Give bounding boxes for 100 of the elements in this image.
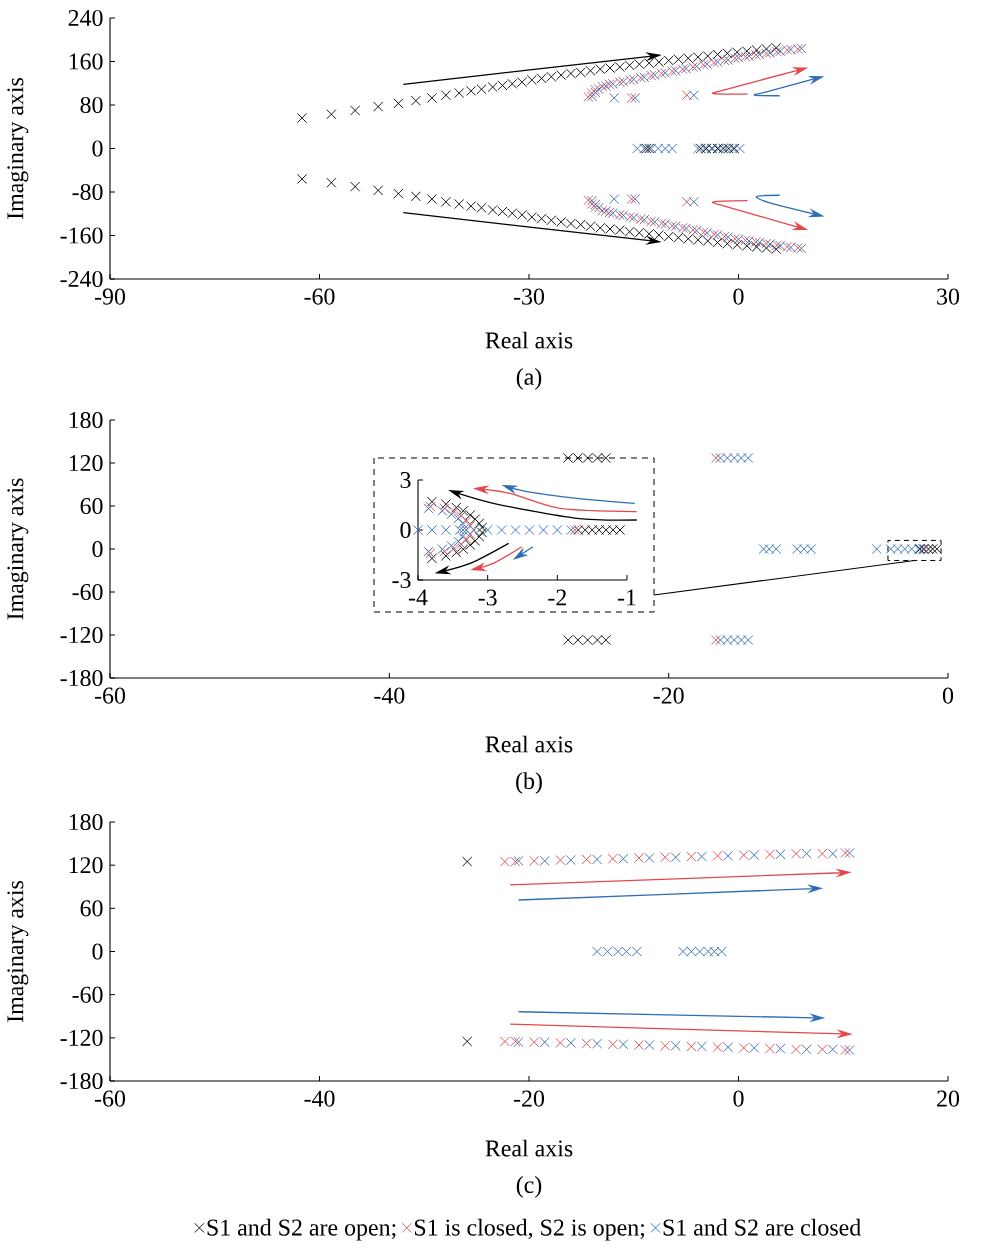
point — [681, 196, 692, 207]
y-tick-label: 80 — [80, 96, 103, 114]
point — [607, 1039, 618, 1050]
y-tick-label: 120 — [69, 857, 103, 874]
point — [791, 1044, 802, 1055]
point — [529, 855, 540, 866]
y-tick-label: 160 — [69, 53, 103, 70]
point — [539, 855, 550, 866]
point — [451, 547, 462, 558]
point — [529, 1037, 540, 1048]
y-tick-label: 3 — [400, 471, 411, 489]
point — [722, 850, 734, 861]
point — [461, 515, 472, 526]
y-tick-label: -180 — [60, 1072, 103, 1090]
point — [775, 1043, 786, 1054]
point — [801, 1044, 812, 1055]
point — [462, 856, 473, 867]
point — [764, 1043, 775, 1054]
text: (a) — [516, 368, 542, 390]
y-tick-label: 0 — [400, 521, 411, 539]
point — [538, 524, 549, 536]
point — [565, 855, 576, 866]
x-tick-label: -20 — [513, 1090, 545, 1107]
y-tick-label: -80 — [72, 183, 103, 201]
text: (b) — [516, 772, 542, 794]
point — [555, 1037, 566, 1048]
point — [510, 524, 521, 536]
point — [592, 1038, 603, 1049]
point — [470, 514, 481, 525]
x-tick-label: -40 — [374, 687, 405, 704]
point — [722, 1042, 734, 1053]
point — [801, 848, 812, 859]
legend-label: S1 and S2 are closed — [663, 1218, 861, 1236]
point — [440, 550, 451, 561]
x-tick-label: 0 — [733, 1090, 744, 1107]
x-tick-label: 0 — [733, 288, 744, 305]
point — [458, 544, 469, 555]
point — [474, 531, 485, 542]
x-tick-label: -90 — [94, 288, 126, 305]
point — [477, 527, 488, 538]
point — [670, 1040, 681, 1051]
point — [461, 534, 472, 545]
point — [633, 852, 645, 864]
point — [440, 499, 451, 510]
y-axis-title: Imaginary axis — [7, 78, 29, 220]
point — [764, 849, 775, 860]
x-tick-label: -30 — [513, 288, 545, 305]
y-tick-label: 60 — [80, 497, 103, 515]
point — [470, 535, 481, 546]
point — [711, 452, 722, 464]
point — [440, 524, 451, 536]
point — [458, 505, 469, 516]
x-tick-label: 0 — [942, 687, 954, 704]
legend-label: S1 and S2 are open; — [207, 1218, 396, 1241]
point — [462, 1036, 473, 1047]
point — [626, 92, 637, 103]
point — [749, 1042, 760, 1053]
x-axis-title: Real axis — [485, 1139, 573, 1157]
point — [457, 518, 468, 529]
point — [454, 524, 465, 536]
point — [817, 1044, 828, 1055]
y-tick-label: -120 — [60, 1029, 103, 1046]
point — [451, 502, 462, 513]
point — [840, 847, 851, 858]
point — [791, 848, 802, 859]
point — [871, 543, 882, 555]
point — [586, 198, 597, 210]
y-tick-label: 240 — [68, 9, 103, 27]
point — [681, 90, 692, 101]
point — [496, 524, 507, 536]
point — [626, 194, 637, 205]
x-tick-label: -60 — [304, 288, 335, 305]
y-tick-label: 180 — [69, 411, 103, 429]
point — [633, 1040, 645, 1051]
y-tick-label: -3 — [392, 571, 411, 589]
point — [738, 850, 749, 861]
point — [607, 853, 618, 864]
y-tick-label: -180 — [60, 669, 103, 687]
legend-label: S1 is closed, S2 is open; — [414, 1218, 645, 1241]
y-axis-title: Imaginary axis — [7, 478, 29, 620]
point — [457, 531, 468, 542]
point — [696, 851, 707, 862]
point — [477, 522, 488, 533]
point — [738, 1042, 749, 1053]
y-tick-label: 60 — [80, 900, 103, 917]
point — [426, 496, 437, 507]
point — [686, 1041, 697, 1052]
point — [618, 1039, 629, 1050]
point — [552, 524, 563, 536]
point — [565, 1037, 576, 1048]
y-tick-label: 180 — [69, 813, 103, 831]
point — [644, 1040, 655, 1051]
point — [644, 852, 655, 864]
point — [426, 553, 437, 564]
point — [827, 1044, 838, 1055]
point — [426, 524, 437, 536]
y-tick-label: -240 — [60, 270, 103, 288]
point — [581, 854, 592, 865]
x-tick-label: -40 — [304, 1090, 335, 1107]
x-axis-title: Real axis — [485, 331, 573, 349]
